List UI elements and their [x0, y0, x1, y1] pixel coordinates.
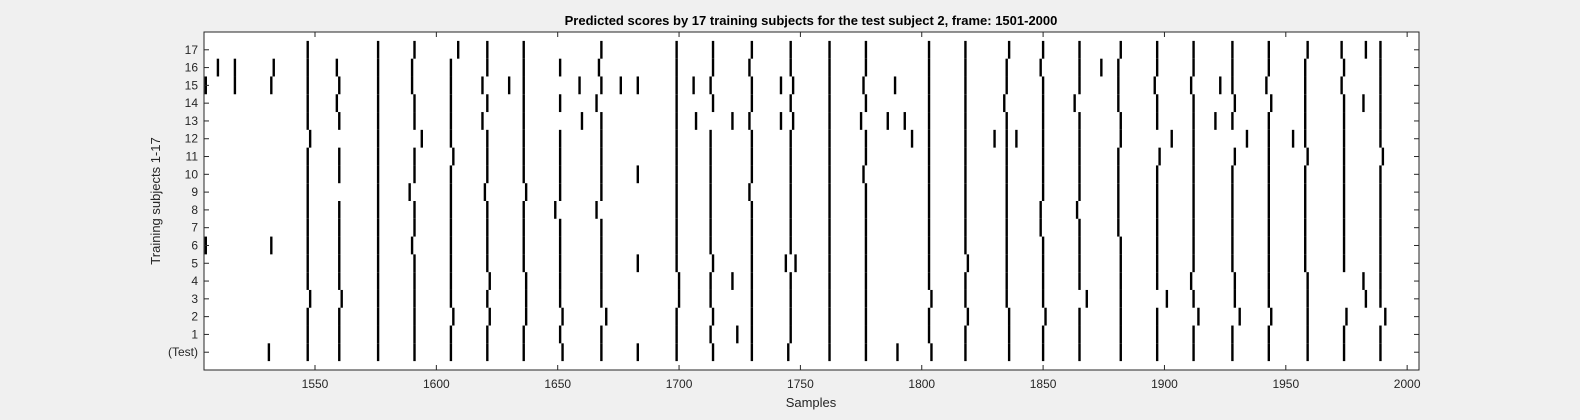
- y-tick-label: 11: [186, 150, 199, 164]
- y-tick-label: 17: [185, 43, 199, 57]
- y-tick-label: 9: [191, 185, 198, 199]
- y-tick-label: 6: [191, 238, 198, 252]
- x-tick-label: 1650: [544, 377, 571, 391]
- y-tick-label: 14: [185, 96, 199, 110]
- x-tick-label: 1700: [666, 377, 693, 391]
- x-tick-label: 1800: [908, 377, 935, 391]
- y-tick-label: 4: [191, 274, 198, 288]
- x-axis-label: Samples: [786, 395, 837, 410]
- y-tick-label: 8: [191, 203, 198, 217]
- y-tick-label: 2: [191, 310, 198, 324]
- y-tick-label: 12: [185, 132, 199, 146]
- x-ticks: 1550 1600 1650 1700 1750 1800 1850 1900 1950 2000: [302, 32, 1421, 391]
- x-tick-label: 1850: [1030, 377, 1057, 391]
- y-tick-label: (Test): [168, 345, 198, 359]
- y-tick-label: 13: [185, 114, 199, 128]
- y-tick-label: 3: [191, 292, 198, 306]
- y-tick-label: 5: [191, 256, 198, 270]
- event-lines: [204, 40, 1387, 362]
- plot-area: [203, 31, 1420, 371]
- x-tick-label: 1950: [1272, 377, 1299, 391]
- chart-title: Predicted scores by 17 training subjects…: [565, 13, 1058, 28]
- x-tick-label: 1750: [787, 377, 814, 391]
- y-axis-label: Training subjects 1-17: [148, 137, 163, 264]
- y-tick-label: 1: [191, 327, 198, 341]
- y-tick-label: 16: [185, 61, 199, 75]
- y-tick-label: 7: [191, 221, 198, 235]
- x-tick-label: 2000: [1394, 377, 1421, 391]
- x-tick-label: 1900: [1151, 377, 1178, 391]
- x-tick-label: 1600: [423, 377, 450, 391]
- y-tick-label: 15: [185, 78, 199, 92]
- y-tick-label: 10: [185, 167, 199, 181]
- x-tick-label: 1550: [302, 377, 329, 391]
